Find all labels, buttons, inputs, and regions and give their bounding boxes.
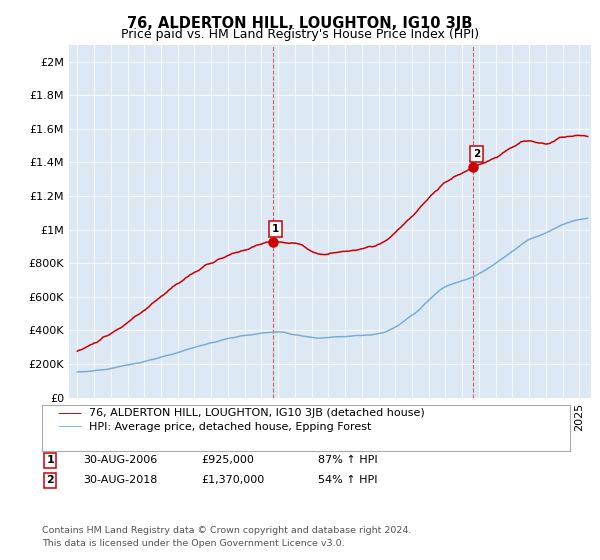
Text: £925,000: £925,000	[201, 455, 254, 465]
Text: 76, ALDERTON HILL, LOUGHTON, IG10 3JB: 76, ALDERTON HILL, LOUGHTON, IG10 3JB	[127, 16, 473, 31]
Text: ——: ——	[57, 407, 82, 420]
Text: Contains HM Land Registry data © Crown copyright and database right 2024.
This d: Contains HM Land Registry data © Crown c…	[42, 526, 412, 548]
Text: 2: 2	[473, 149, 481, 159]
Text: 87% ↑ HPI: 87% ↑ HPI	[318, 455, 377, 465]
Text: 76, ALDERTON HILL, LOUGHTON, IG10 3JB (detached house): 76, ALDERTON HILL, LOUGHTON, IG10 3JB (d…	[89, 408, 425, 418]
Text: 2: 2	[46, 475, 54, 486]
Text: 30-AUG-2006: 30-AUG-2006	[83, 455, 157, 465]
Text: £1,370,000: £1,370,000	[201, 475, 264, 486]
Text: 1: 1	[46, 455, 54, 465]
Text: 1: 1	[272, 224, 280, 234]
Text: 54% ↑ HPI: 54% ↑ HPI	[318, 475, 377, 486]
Text: ——: ——	[57, 420, 82, 433]
Text: Price paid vs. HM Land Registry's House Price Index (HPI): Price paid vs. HM Land Registry's House …	[121, 28, 479, 41]
Text: 30-AUG-2018: 30-AUG-2018	[83, 475, 157, 486]
Text: HPI: Average price, detached house, Epping Forest: HPI: Average price, detached house, Eppi…	[89, 422, 371, 432]
